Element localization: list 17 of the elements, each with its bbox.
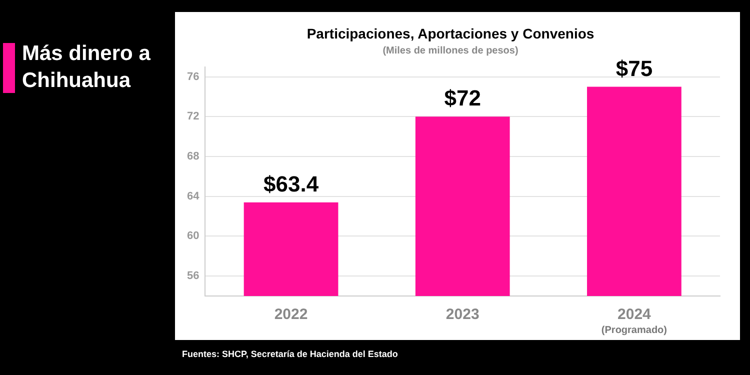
y-tick-label: 56 [186,270,200,282]
y-tick-label: 68 [186,150,200,163]
x-tick-label: 2023 [446,306,480,324]
y-tick-label: 64 [186,190,200,202]
y-tick-label: 60 [186,230,200,242]
x-tick-label: 2024 [618,306,652,324]
chart-subtitle: (Miles de millones de pesos) [382,46,518,57]
source-note: Fuentes: SHCP, Secretaría de Hacienda del Estado [182,349,398,359]
data-label: $72 [444,86,481,111]
x-tick-label: 2022 [274,306,308,324]
text: Más dinero a Chihuahua [22,41,152,94]
chart-title: Participaciones, Aportaciones y Convenios [306,25,594,42]
text: (Programado) [601,324,667,336]
y-tick-label: 76 [186,70,200,83]
y-tick-label: 72 [186,110,200,123]
data-label: $63.4 [264,171,320,196]
data-label: $75 [616,56,653,81]
